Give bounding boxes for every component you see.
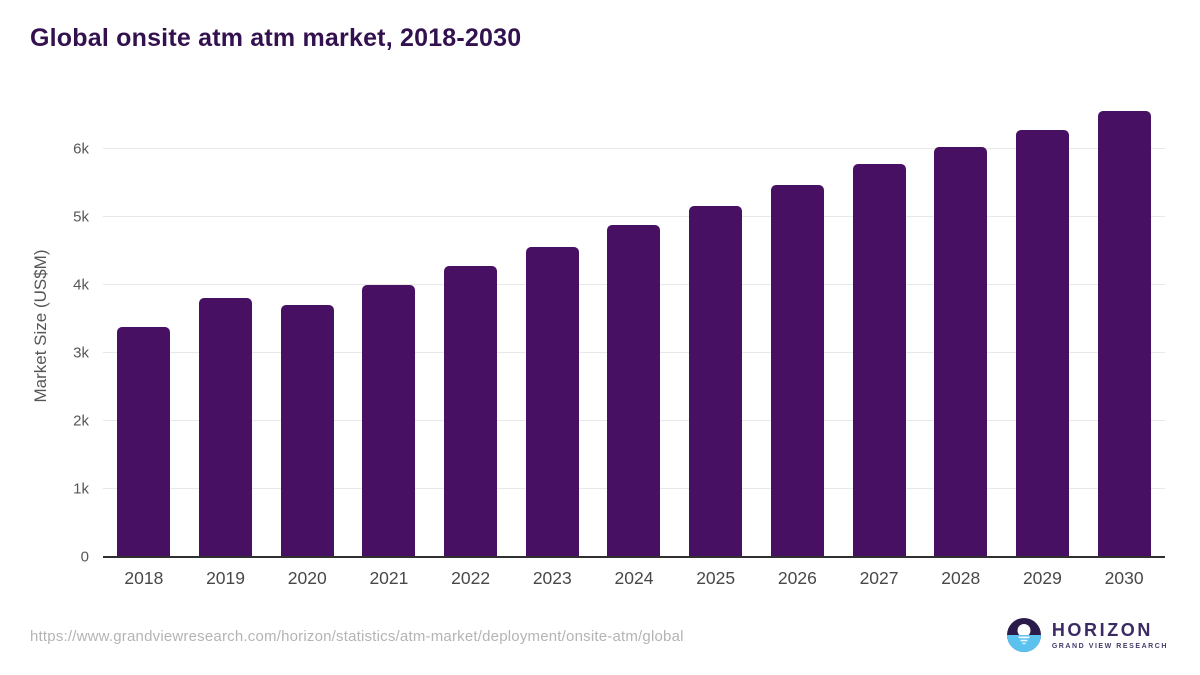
plot-area: 0 1k 2k 3k 4k 5k 6k — [73, 95, 1165, 565]
y-tick-label: 6k — [73, 140, 89, 158]
bar-slot — [511, 95, 593, 557]
gridline — [103, 148, 1165, 150]
bar-2029 — [1015, 129, 1069, 557]
x-tick-label: 2030 — [1104, 568, 1144, 588]
x-tick-label: 2026 — [777, 568, 817, 588]
x-tick-label: 2027 — [859, 568, 899, 588]
y-tick-label: 3k — [73, 344, 89, 362]
bar-slot — [266, 95, 348, 557]
x-tick-label: 2023 — [532, 568, 572, 588]
x-tick-label: 2018 — [124, 568, 164, 588]
bar-2021 — [362, 285, 416, 557]
bar-2018 — [117, 326, 171, 557]
bar-2020 — [280, 304, 334, 557]
bar-slot — [185, 95, 267, 557]
bar-2025 — [689, 205, 743, 557]
x-axis-line — [103, 556, 1165, 558]
x-tick-label: 2020 — [287, 568, 327, 588]
logo-subtitle: GRAND VIEW RESEARCH — [1051, 642, 1168, 650]
logo-text: HORIZON GRAND VIEW RESEARCH — [1052, 621, 1168, 650]
bar-2028 — [934, 147, 988, 557]
y-tick-label: 0 — [80, 548, 89, 566]
x-axis-labels: 2018 2019 2020 2021 2022 2023 2024 2025 2026 2027… — [103, 568, 1165, 589]
gridline — [103, 216, 1165, 218]
x-tick-label: 2022 — [451, 568, 491, 588]
bar-slot — [593, 95, 675, 557]
horizon-logo-icon — [1006, 618, 1041, 652]
bar-2019 — [199, 298, 253, 557]
logo-title: HORIZON — [1051, 619, 1154, 640]
bar-slot — [675, 95, 757, 557]
y-tick-label: 5k — [73, 208, 89, 226]
x-tick-label: 2019 — [206, 568, 245, 588]
y-tick-label: 4k — [73, 276, 89, 294]
bar-slot — [920, 95, 1002, 557]
bar-slot — [1083, 95, 1165, 557]
bars-container — [103, 95, 1165, 557]
bar-slot — [430, 95, 512, 557]
y-tick-label: 1k — [73, 480, 89, 498]
bar-slot — [838, 95, 920, 557]
source-url: https://www.grandviewresearch.com/horizo… — [30, 628, 684, 645]
chart-title: Global onsite atm atm market, 2018-2030 — [30, 24, 522, 52]
x-tick-label: 2029 — [1022, 568, 1062, 588]
bar-slot — [757, 95, 839, 557]
bar-slot — [348, 95, 430, 557]
bar-2030 — [1097, 111, 1151, 557]
x-tick-label: 2025 — [696, 568, 736, 588]
bar-2027 — [852, 163, 906, 557]
x-tick-label: 2024 — [614, 568, 654, 588]
x-tick-label: 2021 — [369, 568, 409, 588]
bar-2022 — [444, 265, 498, 557]
y-tick-label: 2k — [73, 412, 89, 430]
x-tick-label: 2028 — [941, 568, 981, 588]
bar-2024 — [607, 225, 661, 557]
bar-slot — [1002, 95, 1084, 557]
bar-slot — [103, 95, 185, 557]
horizon-logo: HORIZON GRAND VIEW RESEARCH — [1006, 617, 1168, 653]
bar-2026 — [770, 185, 824, 557]
y-axis-title: Market Size (US$M) — [31, 249, 50, 403]
bar-2023 — [525, 246, 579, 557]
